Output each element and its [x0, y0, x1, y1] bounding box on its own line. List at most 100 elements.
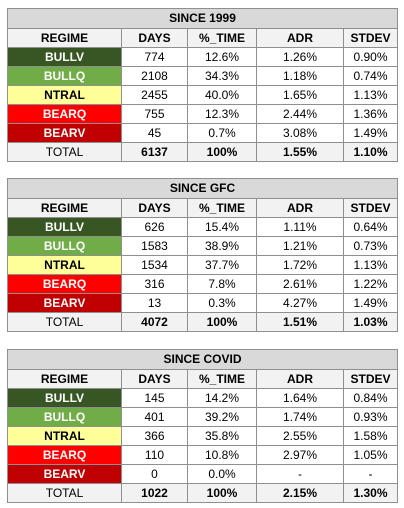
- pct-time-cell: 35.8%: [187, 426, 257, 446]
- days-cell: 366: [121, 426, 188, 446]
- regime-cell: BEARQ: [7, 445, 122, 465]
- adr-cell: 1.64%: [256, 388, 344, 408]
- table-since-gfc: SINCE GFC REGIME DAYS %_TIME ADR STDEV BULLV 62…: [6, 178, 399, 332]
- total-label: TOTAL: [7, 312, 122, 332]
- adr-cell: 1.74%: [256, 407, 344, 427]
- adr-cell: -: [256, 464, 344, 484]
- days-cell: 2108: [121, 66, 188, 86]
- column-header: STDEV: [342, 198, 399, 218]
- total-adr-cell: 2.15%: [256, 483, 344, 503]
- adr-cell: 2.61%: [256, 274, 344, 294]
- adr-cell: 1.65%: [256, 85, 344, 105]
- regime-cell: BEARV: [7, 464, 122, 484]
- days-cell: 401: [121, 407, 188, 427]
- pct-time-cell: 39.2%: [187, 407, 257, 427]
- total-label: TOTAL: [7, 142, 122, 162]
- stdev-cell: 1.58%: [342, 426, 399, 446]
- regime-cell: BULLV: [7, 47, 122, 67]
- table-row: BEARQ 110 10.8% 2.97% 1.05%: [7, 445, 399, 465]
- total-row: TOTAL 1022 100% 2.15% 1.30%: [7, 483, 399, 503]
- stdev-cell: 0.64%: [342, 217, 399, 237]
- table-row: BEARV 13 0.3% 4.27% 1.49%: [7, 293, 399, 313]
- regime-table: SINCE COVID REGIME DAYS %_TIME ADR STDEV BULLV…: [6, 349, 399, 503]
- header-row: REGIME DAYS %_TIME ADR STDEV: [7, 369, 399, 389]
- pct-time-cell: 40.0%: [187, 85, 257, 105]
- column-header: %_TIME: [187, 198, 257, 218]
- pct-time-cell: 12.6%: [187, 47, 257, 67]
- column-header: %_TIME: [187, 28, 257, 48]
- table-row: BULLQ 401 39.2% 1.74% 0.93%: [7, 407, 399, 427]
- total-days-cell: 4072: [121, 312, 188, 332]
- table-row: BEARQ 316 7.8% 2.61% 1.22%: [7, 274, 399, 294]
- adr-cell: 2.44%: [256, 104, 344, 124]
- pct-time-cell: 14.2%: [187, 388, 257, 408]
- adr-cell: 2.55%: [256, 426, 344, 446]
- total-days-cell: 6137: [121, 142, 188, 162]
- days-cell: 316: [121, 274, 188, 294]
- pct-time-cell: 0.0%: [187, 464, 257, 484]
- table-row: BULLV 774 12.6% 1.26% 0.90%: [7, 47, 399, 67]
- days-cell: 755: [121, 104, 188, 124]
- days-cell: 0: [121, 464, 188, 484]
- total-stdev-cell: 1.10%: [342, 142, 399, 162]
- regime-table: SINCE GFC REGIME DAYS %_TIME ADR STDEV BULLV 62…: [6, 178, 399, 332]
- table-row: NTRAL 1534 37.7% 1.72% 1.13%: [7, 255, 399, 275]
- days-cell: 2455: [121, 85, 188, 105]
- days-cell: 45: [121, 123, 188, 143]
- adr-cell: 1.21%: [256, 236, 344, 256]
- column-header: ADR: [256, 28, 344, 48]
- regime-cell: BULLV: [7, 388, 122, 408]
- table-row: BULLV 145 14.2% 1.64% 0.84%: [7, 388, 399, 408]
- stdev-cell: 1.22%: [342, 274, 399, 294]
- regime-cell: BEARV: [7, 123, 122, 143]
- total-adr-cell: 1.51%: [256, 312, 344, 332]
- regime-cell: BULLV: [7, 217, 122, 237]
- table-row: BULLQ 1583 38.9% 1.21% 0.73%: [7, 236, 399, 256]
- pct-time-cell: 10.8%: [187, 445, 257, 465]
- adr-cell: 3.08%: [256, 123, 344, 143]
- stdev-cell: -: [342, 464, 399, 484]
- table-since-covid: SINCE COVID REGIME DAYS %_TIME ADR STDEV BULLV…: [6, 349, 399, 503]
- regime-cell: NTRAL: [7, 85, 122, 105]
- column-header: DAYS: [121, 28, 188, 48]
- days-cell: 774: [121, 47, 188, 67]
- stdev-cell: 0.74%: [342, 66, 399, 86]
- pct-time-cell: 34.3%: [187, 66, 257, 86]
- stdev-cell: 0.84%: [342, 388, 399, 408]
- regime-cell: BULLQ: [7, 236, 122, 256]
- days-cell: 626: [121, 217, 188, 237]
- column-header: ADR: [256, 198, 344, 218]
- days-cell: 145: [121, 388, 188, 408]
- pct-time-cell: 7.8%: [187, 274, 257, 294]
- column-header: %_TIME: [187, 369, 257, 389]
- stdev-cell: 0.73%: [342, 236, 399, 256]
- regime-cell: BEARQ: [7, 274, 122, 294]
- column-header: DAYS: [121, 369, 188, 389]
- table-row: BEARV 45 0.7% 3.08% 1.49%: [7, 123, 399, 143]
- stdev-cell: 0.90%: [342, 47, 399, 67]
- total-row: TOTAL 4072 100% 1.51% 1.03%: [7, 312, 399, 332]
- regime-cell: NTRAL: [7, 426, 122, 446]
- total-stdev-cell: 1.30%: [342, 483, 399, 503]
- pct-time-cell: 0.7%: [187, 123, 257, 143]
- table-title: SINCE 1999: [6, 8, 399, 29]
- regime-cell: BEARV: [7, 293, 122, 313]
- column-header: STDEV: [342, 369, 399, 389]
- stdev-cell: 1.13%: [342, 85, 399, 105]
- column-header: REGIME: [7, 28, 122, 48]
- stdev-cell: 0.93%: [342, 407, 399, 427]
- total-label: TOTAL: [7, 483, 122, 503]
- stdev-cell: 1.49%: [342, 293, 399, 313]
- total-pct-time-cell: 100%: [187, 312, 257, 332]
- stdev-cell: 1.05%: [342, 445, 399, 465]
- column-header: REGIME: [7, 198, 122, 218]
- table-row: BEARQ 755 12.3% 2.44% 1.36%: [7, 104, 399, 124]
- regime-cell: BULLQ: [7, 407, 122, 427]
- days-cell: 110: [121, 445, 188, 465]
- regime-cell: BEARQ: [7, 104, 122, 124]
- total-pct-time-cell: 100%: [187, 483, 257, 503]
- table-row: BULLV 626 15.4% 1.11% 0.64%: [7, 217, 399, 237]
- days-cell: 1534: [121, 255, 188, 275]
- table-title: SINCE COVID: [6, 349, 399, 370]
- column-header: DAYS: [121, 198, 188, 218]
